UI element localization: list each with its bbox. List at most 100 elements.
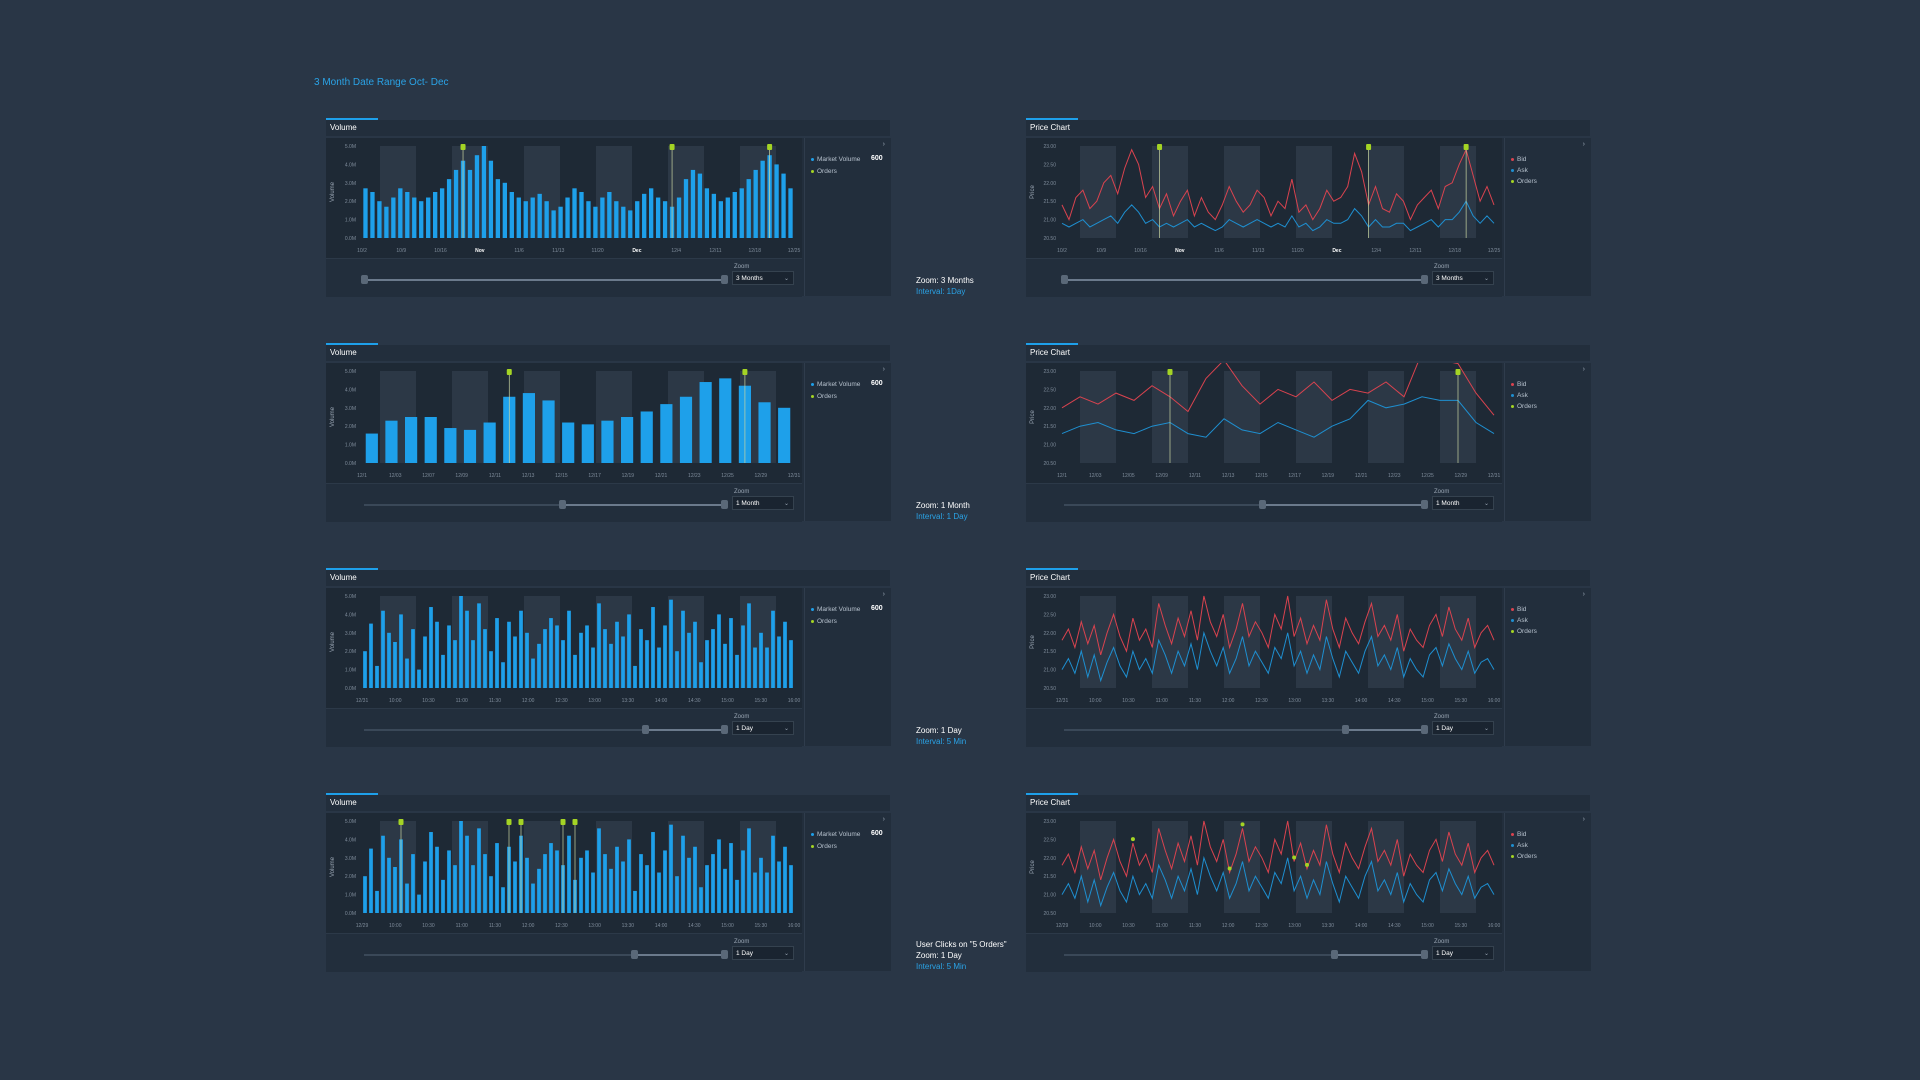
volume-bar xyxy=(739,188,744,238)
chevron-down-icon: ⌄ xyxy=(1483,726,1489,732)
zoom-dropdown[interactable]: 1 Day ⌄ xyxy=(732,721,794,735)
range-slider-selection[interactable] xyxy=(1334,954,1424,956)
range-handle-left[interactable] xyxy=(559,500,566,509)
x-tick-label: 12:30 xyxy=(1255,698,1268,704)
collapse-chevron-icon[interactable]: › xyxy=(882,141,885,148)
range-slider-selection[interactable] xyxy=(634,954,724,956)
zoom-dropdown[interactable]: 3 Months ⌄ xyxy=(732,271,794,285)
legend-market-volume[interactable]: Market Volume xyxy=(811,831,860,838)
legend-orders[interactable]: Orders xyxy=(1511,403,1537,410)
range-slider-selection[interactable] xyxy=(1064,279,1424,281)
collapse-chevron-icon[interactable]: › xyxy=(882,366,885,373)
legend-bid[interactable]: Bid xyxy=(1511,606,1526,613)
legend-ask[interactable]: Ask xyxy=(1511,167,1528,174)
chart-tab[interactable]: Volume Chart xyxy=(326,793,378,823)
range-handle-right[interactable] xyxy=(1421,275,1428,284)
volume-bar xyxy=(621,206,626,238)
volume-bar xyxy=(585,625,589,688)
zoom-dropdown[interactable]: 1 Day ⌄ xyxy=(732,946,794,960)
price-chart-card: Price Chart Price 23.00 22.50 22.00 21.50 21.0… xyxy=(1026,343,1591,522)
range-slider-selection[interactable] xyxy=(1344,729,1424,731)
bid-series-line xyxy=(1061,820,1495,881)
x-tick-label: 16:00 xyxy=(788,698,801,704)
legend-market-volume[interactable]: Market Volume xyxy=(811,606,860,613)
range-slider-track[interactable] xyxy=(364,954,724,956)
range-slider-track[interactable] xyxy=(364,504,724,506)
x-tick-label: 12/05 xyxy=(1122,473,1135,479)
collapse-chevron-icon[interactable]: › xyxy=(882,591,885,598)
chart-tab[interactable]: Volume Chart xyxy=(326,343,378,373)
volume-bar xyxy=(725,197,730,238)
zoom-dropdown[interactable]: 1 Month ⌄ xyxy=(1432,496,1494,510)
zoom-dropdown[interactable]: 3 Months ⌄ xyxy=(1432,271,1494,285)
x-tick-label: 12/31 xyxy=(788,473,801,479)
volume-bar xyxy=(657,872,661,913)
x-tick-label: 12/07 xyxy=(422,473,435,479)
legend-market-volume[interactable]: Market Volume xyxy=(811,381,860,388)
range-handle-left[interactable] xyxy=(1259,500,1266,509)
bid-dot-icon xyxy=(1511,607,1514,611)
collapse-chevron-icon[interactable]: › xyxy=(1582,816,1585,823)
legend-ask[interactable]: Ask xyxy=(1511,842,1528,849)
range-slider-selection[interactable] xyxy=(644,729,724,731)
volume-bar xyxy=(405,192,410,238)
legend-orders[interactable]: Orders xyxy=(1511,628,1537,635)
chart-tab[interactable]: Volume Chart xyxy=(326,568,378,598)
volume-bar xyxy=(597,603,601,688)
range-handle-right[interactable] xyxy=(1421,950,1428,959)
order-dot xyxy=(1227,866,1232,871)
collapse-chevron-icon[interactable]: › xyxy=(1582,141,1585,148)
x-tick-label: 12/25 xyxy=(1421,473,1434,479)
zoom-dropdown[interactable]: 1 Day ⌄ xyxy=(1432,946,1494,960)
zoom-dropdown[interactable]: 1 Month ⌄ xyxy=(732,496,794,510)
range-slider-selection[interactable] xyxy=(364,279,724,281)
volume-bar xyxy=(417,894,421,913)
range-slider-track[interactable] xyxy=(1064,504,1424,506)
legend-ask[interactable]: Ask xyxy=(1511,392,1528,399)
market-volume-value: 600 xyxy=(871,605,883,612)
zoom-value: 1 Day xyxy=(1436,950,1453,957)
x-tick-label: 10/9 xyxy=(396,248,406,254)
range-slider-track[interactable] xyxy=(1064,729,1424,731)
y-tick-label: 0.0M xyxy=(345,686,356,692)
range-handle-right[interactable] xyxy=(721,275,728,284)
legend-bid[interactable]: Bid xyxy=(1511,831,1526,838)
legend-orders[interactable]: Orders xyxy=(811,618,837,625)
range-slider-selection[interactable] xyxy=(1262,504,1424,506)
legend-orders[interactable]: Orders xyxy=(1511,853,1537,860)
range-slider-track[interactable] xyxy=(1064,954,1424,956)
range-handle-left[interactable] xyxy=(1061,275,1068,284)
legend-orders[interactable]: Orders xyxy=(811,843,837,850)
volume-plot-area: Volume 5.0M 4.0M 3.0M 2.0M 1.0M 0.0M 12/1 12/03 1… xyxy=(326,363,802,483)
legend-ask[interactable]: Ask xyxy=(1511,617,1528,624)
chart-tab[interactable]: Price Chart xyxy=(1026,118,1078,136)
range-handle-right[interactable] xyxy=(721,725,728,734)
legend-bid[interactable]: Bid xyxy=(1511,156,1526,163)
y-tick-label: 22.00 xyxy=(1043,856,1056,862)
chart-tab[interactable]: Price Chart xyxy=(1026,568,1078,586)
range-handle-left[interactable] xyxy=(1331,950,1338,959)
chart-tab[interactable]: Price Chart xyxy=(1026,793,1078,811)
legend-market-volume[interactable]: Market Volume xyxy=(811,156,860,163)
range-handle-left[interactable] xyxy=(1341,725,1349,734)
range-handle-right[interactable] xyxy=(1421,500,1428,509)
legend-bid[interactable]: Bid xyxy=(1511,381,1526,388)
range-slider-selection[interactable] xyxy=(562,504,724,506)
legend-orders[interactable]: Orders xyxy=(811,393,837,400)
range-handle-right[interactable] xyxy=(721,500,728,509)
range-handle-left[interactable] xyxy=(361,275,368,284)
collapse-chevron-icon[interactable]: › xyxy=(1582,366,1585,373)
range-handle-left[interactable] xyxy=(631,950,638,959)
chart-tab[interactable]: Price Chart xyxy=(1026,343,1078,361)
range-handle-right[interactable] xyxy=(721,950,728,959)
chart-tab[interactable]: Volume Chart xyxy=(326,118,378,148)
range-handle-right[interactable] xyxy=(1421,725,1428,734)
x-tick-label: 15:30 xyxy=(1455,698,1468,704)
legend-orders[interactable]: Orders xyxy=(1511,178,1537,185)
collapse-chevron-icon[interactable]: › xyxy=(1582,591,1585,598)
legend-orders[interactable]: Orders xyxy=(811,168,837,175)
collapse-chevron-icon[interactable]: › xyxy=(882,816,885,823)
range-handle-left[interactable] xyxy=(641,725,649,734)
zoom-dropdown[interactable]: 1 Day ⌄ xyxy=(1432,721,1494,735)
range-slider-track[interactable] xyxy=(364,729,724,731)
